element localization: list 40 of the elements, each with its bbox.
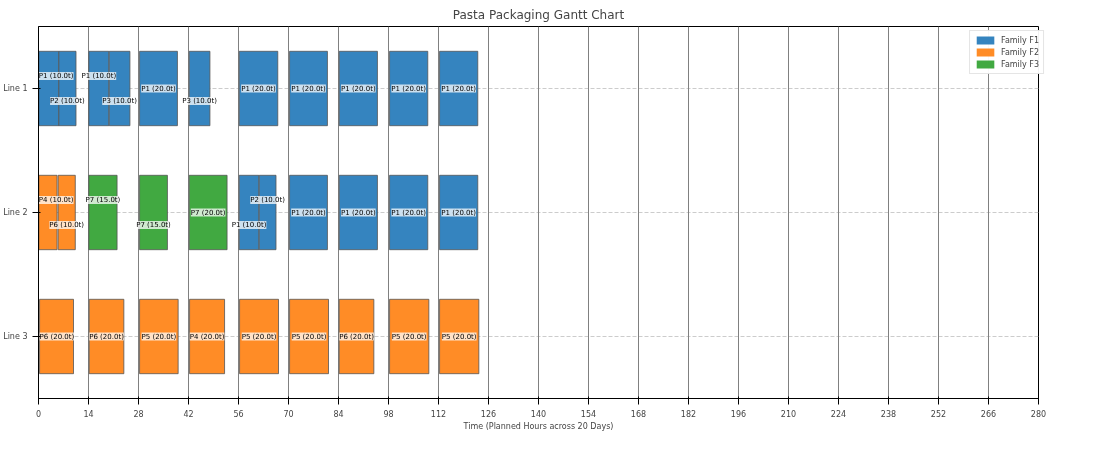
bar xyxy=(88,298,125,375)
x-tick-label: 84 xyxy=(333,409,344,419)
x-tick-label: 210 xyxy=(780,409,797,419)
x-tick-label: 126 xyxy=(480,409,497,419)
x-tick-label: 42 xyxy=(183,409,194,419)
bar xyxy=(39,298,74,375)
x-tick-label: 98 xyxy=(383,409,394,419)
bar xyxy=(389,174,429,251)
x-tick-label: 196 xyxy=(730,409,747,419)
x-tick-label: 224 xyxy=(830,409,847,419)
x-tick-label: 140 xyxy=(530,409,547,419)
bar xyxy=(389,50,429,127)
y-tick-label: Line 2 xyxy=(3,208,28,217)
bar xyxy=(289,174,328,251)
bar xyxy=(338,174,378,251)
x-tick-label: 70 xyxy=(283,409,294,419)
bar xyxy=(238,50,279,127)
bar xyxy=(289,50,328,127)
bar xyxy=(338,50,378,127)
x-tick-label: 182 xyxy=(680,409,697,419)
x-tick-label: 266 xyxy=(980,409,997,419)
x-tick-label: 168 xyxy=(630,409,647,419)
legend-label: Family F3 xyxy=(1001,59,1039,69)
x-tick-label: 112 xyxy=(430,409,447,419)
y-tick-label: Line 3 xyxy=(3,332,28,341)
legend-label: Family F1 xyxy=(1001,35,1039,45)
x-tick-label: 154 xyxy=(580,409,597,419)
bar xyxy=(439,174,479,251)
x-tick-label: 238 xyxy=(880,409,897,419)
legend-label: Family F2 xyxy=(1001,47,1039,57)
x-tick-label: 14 xyxy=(83,409,94,419)
x-tick-label: 252 xyxy=(930,409,947,419)
x-tick-label: 0 xyxy=(35,409,42,419)
x-tick-label: 280 xyxy=(1030,409,1047,419)
y-tick-label: Line 1 xyxy=(3,84,28,93)
chart-title: Pasta Packaging Gantt Chart xyxy=(452,7,625,22)
x-axis-title: Time (Planned Hours across 20 Days) xyxy=(462,421,614,431)
x-tick-label: 28 xyxy=(133,409,144,419)
bar xyxy=(439,50,479,127)
x-tick-label: 56 xyxy=(233,409,244,419)
